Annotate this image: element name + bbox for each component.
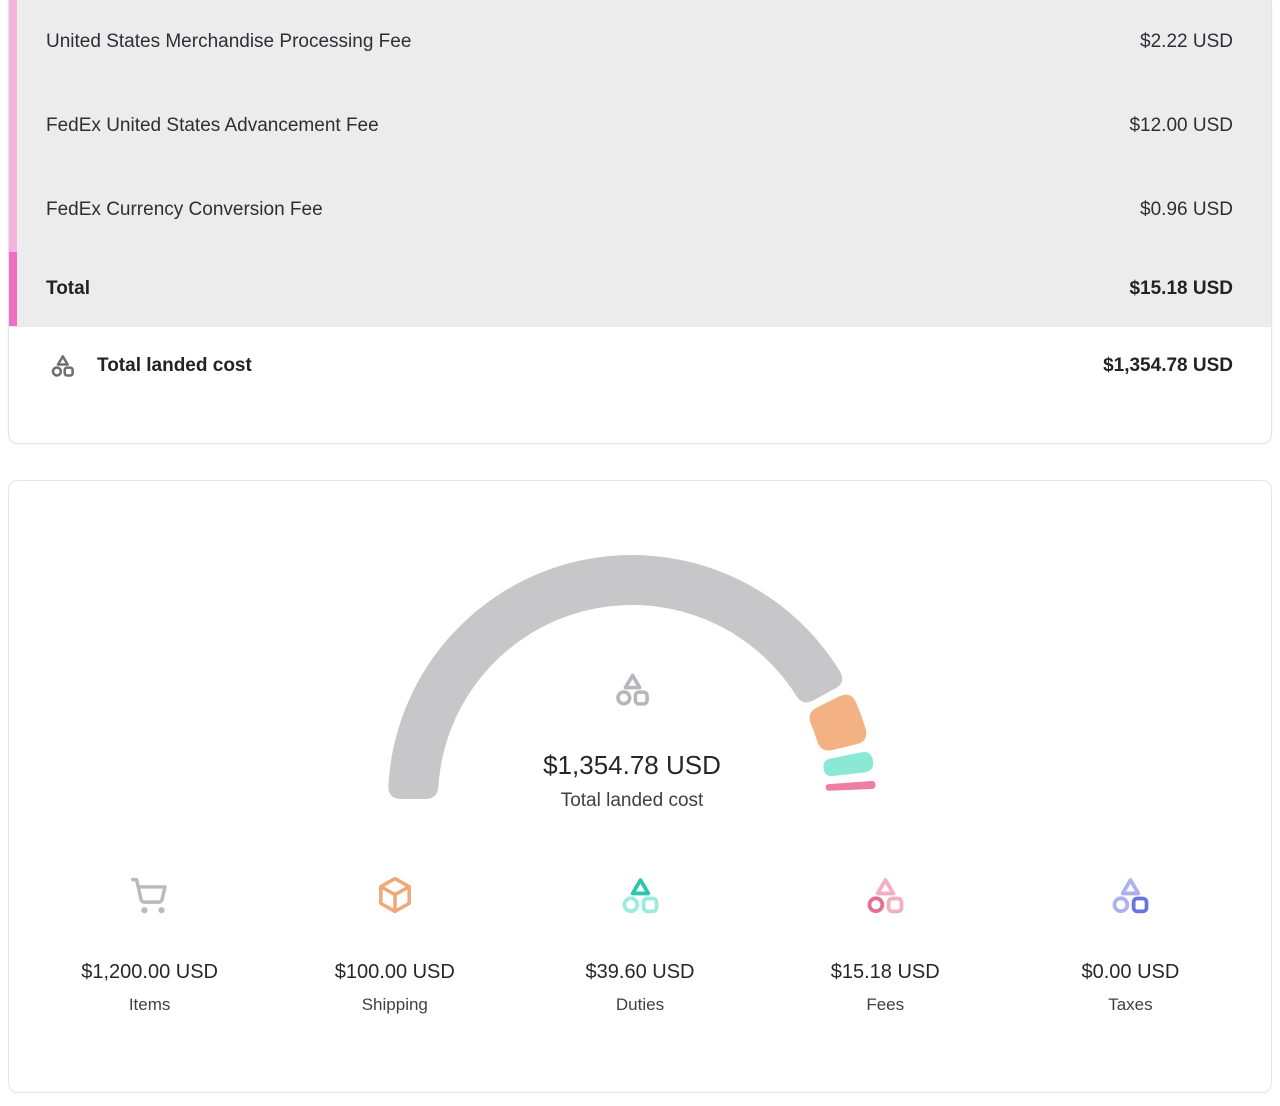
- shapes-icon: [867, 878, 904, 914]
- stat-value: $39.60 USD: [585, 961, 695, 983]
- stat-label: Taxes: [1108, 995, 1153, 1014]
- total-landed-cost-row: Total landed cost $1,354.78 USD: [9, 326, 1271, 443]
- stat-value: $1,200.00 USD: [81, 961, 218, 983]
- shapes-icon: [616, 673, 649, 706]
- gauge-segment-fees: [825, 780, 876, 791]
- stat-taxes: $0.00 USD Taxes: [1008, 873, 1253, 1015]
- stat-items: $1,200.00 USD Items: [27, 873, 272, 1015]
- cart-icon: [130, 877, 167, 914]
- shapes-icon: [49, 352, 76, 379]
- stat-value: $100.00 USD: [334, 961, 455, 983]
- stat-icon-wrap: [374, 873, 416, 917]
- stat-label: Duties: [615, 995, 665, 1014]
- fees-accent-stripe: [9, 0, 17, 326]
- package-icon: [378, 876, 411, 914]
- fee-value: $0.96 USD: [1140, 199, 1233, 220]
- stat-label: Shipping: [361, 995, 428, 1014]
- fee-row: FedEx Currency Conversion Fee $0.96 USD: [9, 168, 1271, 252]
- stat-icon-wrap: [863, 873, 907, 917]
- cost-breakdown-stats: $1,200.00 USD Items $100.00 USD Shipping…: [27, 873, 1253, 1015]
- gauge-segment-shipping: [809, 694, 867, 751]
- shapes-icon: [51, 355, 74, 377]
- fees-total-label: Total: [46, 278, 90, 299]
- fee-value: $12.00 USD: [1129, 115, 1233, 136]
- accent-stripe-light: [9, 0, 17, 252]
- stat-label: Fees: [866, 995, 905, 1014]
- fees-total-value: $15.18 USD: [1129, 278, 1233, 299]
- fee-label: United States Merchandise Processing Fee: [46, 31, 412, 52]
- stat-icon-wrap: [128, 873, 172, 917]
- fee-row: United States Merchandise Processing Fee…: [9, 0, 1271, 84]
- shapes-icon: [622, 878, 659, 914]
- stat-icon-wrap: [618, 873, 662, 917]
- stat-value: $0.00 USD: [1081, 961, 1180, 983]
- gauge-segment-items: [388, 555, 843, 799]
- stat-value: $15.18 USD: [830, 961, 940, 983]
- total-landed-cost-value: $1,354.78 USD: [1103, 354, 1233, 376]
- total-landed-cost-label: Total landed cost: [97, 354, 252, 376]
- fee-value: $2.22 USD: [1140, 31, 1233, 52]
- gauge-center-value: $1,354.78 USD: [543, 750, 721, 780]
- gauge-segment-duties: [823, 752, 874, 777]
- fee-rows: United States Merchandise Processing Fee…: [9, 0, 1271, 252]
- fees-breakdown-section: United States Merchandise Processing Fee…: [9, 0, 1271, 326]
- fee-row: FedEx United States Advancement Fee $12.…: [9, 84, 1271, 168]
- stat-label: Items: [128, 995, 171, 1014]
- fees-total-row: Total $15.18 USD: [9, 252, 1271, 326]
- stat-icon-wrap: [1108, 873, 1152, 917]
- landed-cost-breakdown-card: United States Merchandise Processing Fee…: [8, 0, 1272, 444]
- accent-stripe-strong: [9, 252, 17, 326]
- fee-label: FedEx Currency Conversion Fee: [46, 199, 323, 220]
- fee-label: FedEx United States Advancement Fee: [46, 115, 379, 136]
- stat-duties: $39.60 USD Duties: [517, 873, 762, 1015]
- gauge-center: $1,354.78 USD Total landed cost: [543, 669, 721, 812]
- stat-shipping: $100.00 USD Shipping: [272, 873, 517, 1015]
- landed-cost-chart-card: $1,354.78 USD Total landed cost $1,200.0…: [8, 480, 1272, 1093]
- shapes-icon: [1112, 878, 1149, 914]
- landed-cost-gauge-chart: [388, 555, 876, 799]
- shapes-icon: [612, 669, 652, 714]
- gauge-center-label: Total landed cost: [560, 790, 704, 811]
- stat-fees: $15.18 USD Fees: [763, 873, 1008, 1015]
